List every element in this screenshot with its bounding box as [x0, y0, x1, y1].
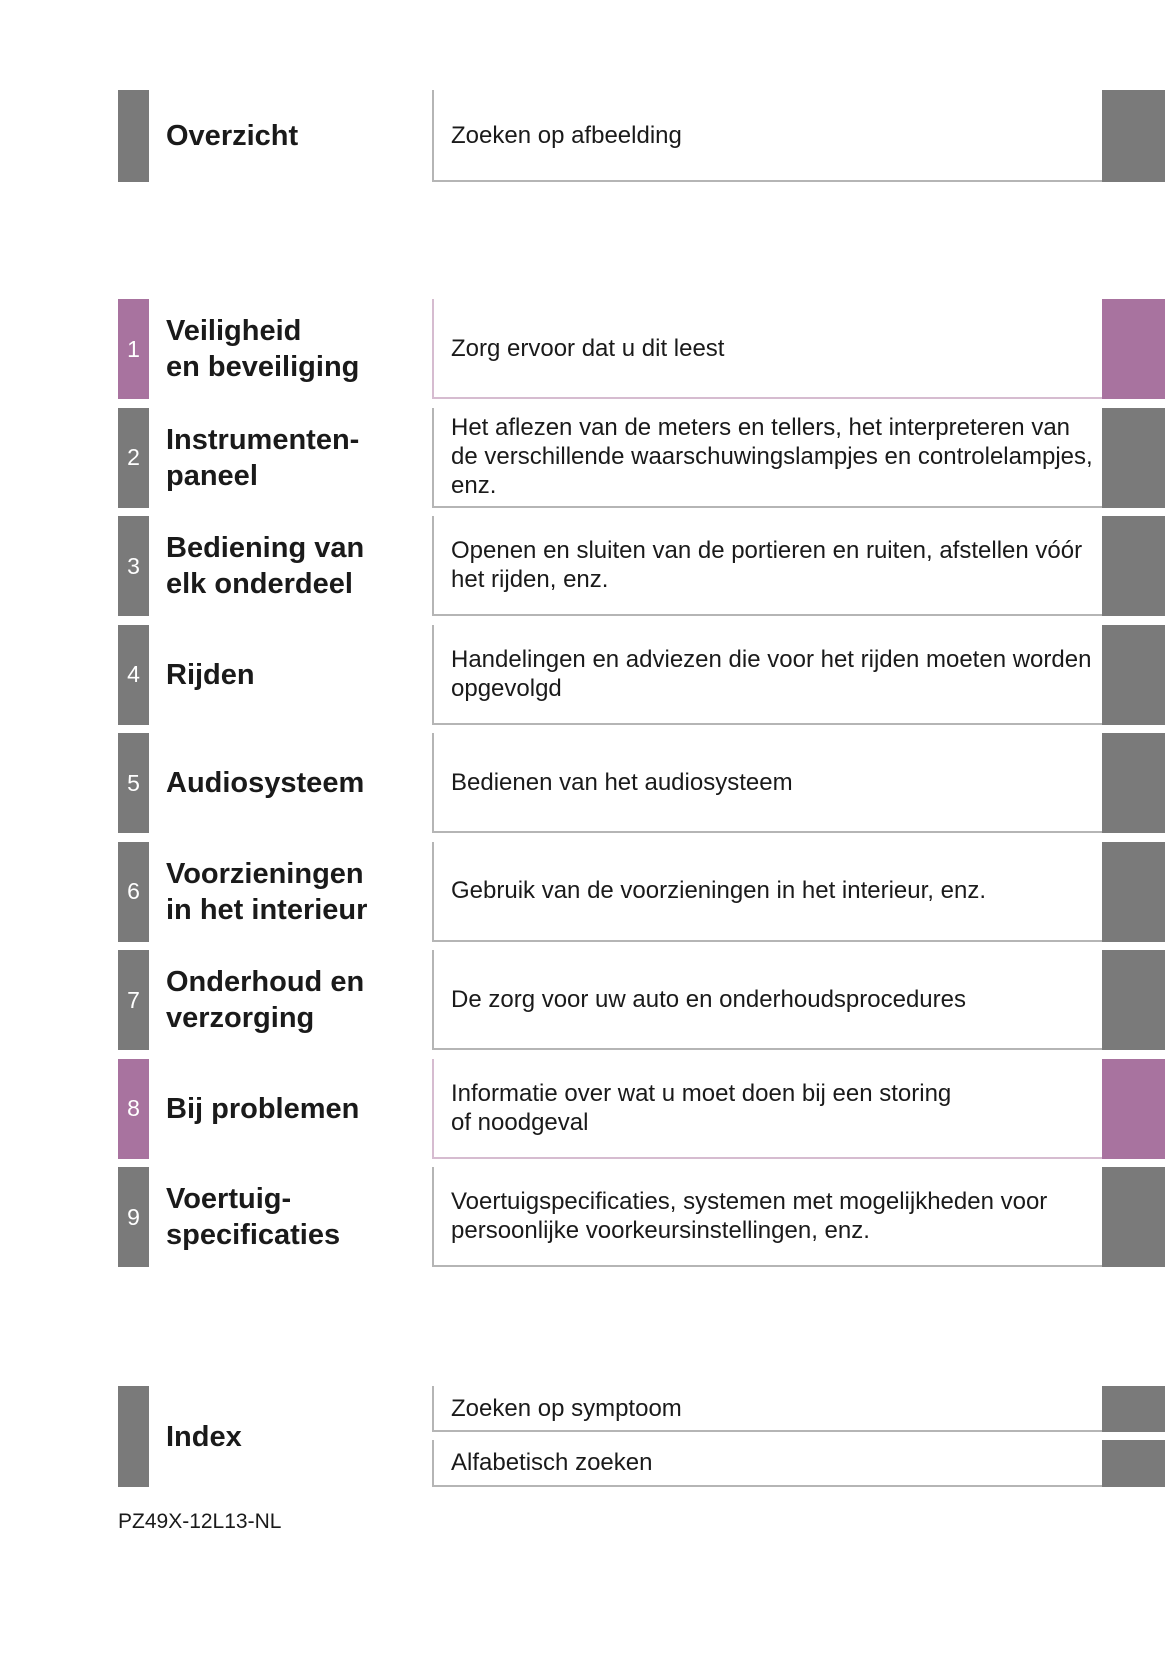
index-item-label: Alfabetisch zoeken: [451, 1449, 653, 1476]
chapter-title: Audiosysteem: [166, 733, 426, 833]
description-text: Handelingen en adviezen die voor het rij…: [451, 645, 1092, 702]
section-description[interactable]: Zoeken op afbeelding: [432, 90, 1102, 182]
description-text: Zorg ervoor dat u dit leest: [451, 334, 725, 362]
chapter-number: 7: [118, 950, 149, 1050]
section-marker: [118, 1386, 149, 1487]
thumb-tab[interactable]: [1102, 407, 1165, 508]
chapter-title-text: Voertuig- specificaties: [166, 1183, 341, 1251]
chapter-title-text: Veiligheid en beveiliging: [166, 315, 360, 383]
chapter-title: Rijden: [166, 625, 426, 725]
chapter-title-text: Onderhoud en verzorging: [166, 966, 365, 1034]
chapter-8[interactable]: 8 Bij problemen Informatie over wat u moet…: [0, 1058, 1165, 1159]
description-text: Informatie over wat u moet doen bij een …: [451, 1079, 952, 1136]
chapter-1[interactable]: 1 Veiligheid en beveiliging Zorg ervoor da…: [0, 299, 1165, 399]
thumb-tab[interactable]: [1102, 1440, 1165, 1487]
thumb-tab[interactable]: [1102, 516, 1165, 616]
chapter-number: 6: [118, 841, 149, 942]
chapter-description[interactable]: Gebruik van de voorzieningen in het inte…: [432, 841, 1102, 942]
chapter-description[interactable]: Zorg ervoor dat u dit leest: [432, 299, 1102, 399]
chapter-title: Bij problemen: [166, 1059, 426, 1159]
chapter-title: Veiligheid en beveiliging: [166, 299, 426, 399]
section-title: Overzicht: [166, 120, 299, 152]
thumb-tab[interactable]: [1102, 624, 1165, 725]
chapter-number: 3: [118, 516, 149, 616]
chapter-title-text: Rijden: [166, 658, 255, 691]
thumb-tab[interactable]: [1102, 1167, 1165, 1267]
chapter-title: Voertuig- specificaties: [166, 1167, 426, 1267]
thumb-tab[interactable]: [1102, 90, 1165, 182]
chapter-number: 2: [118, 407, 149, 508]
section-overview[interactable]: Overzicht Zoeken op afbeelding: [0, 90, 1165, 182]
section-marker: [118, 90, 149, 182]
chapter-description[interactable]: Het aflezen van de meters en tellers, he…: [432, 407, 1102, 508]
chapter-6[interactable]: 6 Voorzieningen in het interieur Gebruik v…: [0, 841, 1165, 942]
chapter-title: Onderhoud en verzorging: [166, 950, 426, 1050]
description-text: Gebruik van de voorzieningen in het inte…: [451, 877, 986, 904]
thumb-tab[interactable]: [1102, 1058, 1165, 1159]
description-text: Bedienen van het audiosysteem: [451, 768, 793, 796]
description-text: Zoeken op afbeelding: [451, 121, 682, 149]
index-item-label: Zoeken op symptoom: [451, 1394, 682, 1422]
chapter-description[interactable]: Voertuigspecificaties, systemen met moge…: [432, 1167, 1102, 1267]
chapter-number: 4: [118, 624, 149, 725]
chapter-title: Bediening van elk onderdeel: [166, 516, 426, 616]
chapter-number: 5: [118, 733, 149, 833]
thumb-tab[interactable]: [1102, 1386, 1165, 1432]
thumb-tab[interactable]: [1102, 299, 1165, 399]
chapter-4[interactable]: 4 Rijden Handelingen en adviezen die voor …: [0, 624, 1165, 725]
chapter-title: Instrumenten- paneel: [166, 408, 426, 508]
section-index: Index: [0, 1386, 1165, 1487]
chapter-2[interactable]: 2 Instrumenten- paneel Het aflezen van de …: [0, 407, 1165, 508]
chapter-number: 1: [118, 299, 149, 399]
chapter-7[interactable]: 7 Onderhoud en verzorging De zorg voor uw …: [0, 950, 1165, 1050]
description-text: Voertuigspecificaties, systemen met moge…: [451, 1188, 1048, 1244]
chapter-title-text: Instrumenten- paneel: [166, 423, 360, 492]
description-text: Openen en sluiten van de portieren en ru…: [451, 537, 1083, 593]
chapter-3[interactable]: 3 Bediening van elk onderdeel Openen en sl…: [0, 516, 1165, 616]
chapter-description[interactable]: Informatie over wat u moet doen bij een …: [432, 1058, 1102, 1159]
chapter-description[interactable]: De zorg voor uw auto en onderhoudsproced…: [432, 950, 1102, 1050]
chapter-title-text: Bediening van elk onderdeel: [166, 532, 365, 600]
chapter-description[interactable]: Handelingen en adviezen die voor het rij…: [432, 624, 1102, 725]
chapter-title-text: Voorzieningen in het interieur: [166, 857, 368, 926]
thumb-tab[interactable]: [1102, 733, 1165, 833]
description-text: Het aflezen van de meters en tellers, he…: [451, 414, 1093, 499]
thumb-tab[interactable]: [1102, 950, 1165, 1050]
index-item-box[interactable]: Zoeken op symptoom: [432, 1386, 1102, 1432]
chapter-number: 8: [118, 1058, 149, 1159]
chapter-title-text: Bij problemen: [166, 1092, 360, 1125]
chapter-9[interactable]: 9 Voertuig- specificaties Voertuigspecific…: [0, 1167, 1165, 1267]
index-item-symptom[interactable]: Zoeken op symptoom: [0, 1386, 1165, 1432]
thumb-tab[interactable]: [1102, 841, 1165, 942]
section-title: Index: [166, 1420, 242, 1453]
chapter-number: 9: [118, 1167, 149, 1267]
description-text: De zorg voor uw auto en onderhoudsproced…: [451, 985, 966, 1013]
chapter-title-text: Audiosysteem: [166, 767, 365, 799]
chapter-title: Voorzieningen in het interieur: [166, 842, 426, 942]
chapter-description[interactable]: Bedienen van het audiosysteem: [432, 733, 1102, 833]
document-code: PZ49X-12L13-NL: [118, 1510, 282, 1533]
chapter-5[interactable]: 5 Audiosysteem Bedienen van het audiosyste…: [0, 733, 1165, 833]
index-item-alphabetical[interactable]: Alfabetisch zoeken: [0, 1440, 1165, 1487]
index-item-box[interactable]: Alfabetisch zoeken: [432, 1440, 1102, 1487]
chapter-description[interactable]: Openen en sluiten van de portieren en ru…: [432, 516, 1102, 616]
